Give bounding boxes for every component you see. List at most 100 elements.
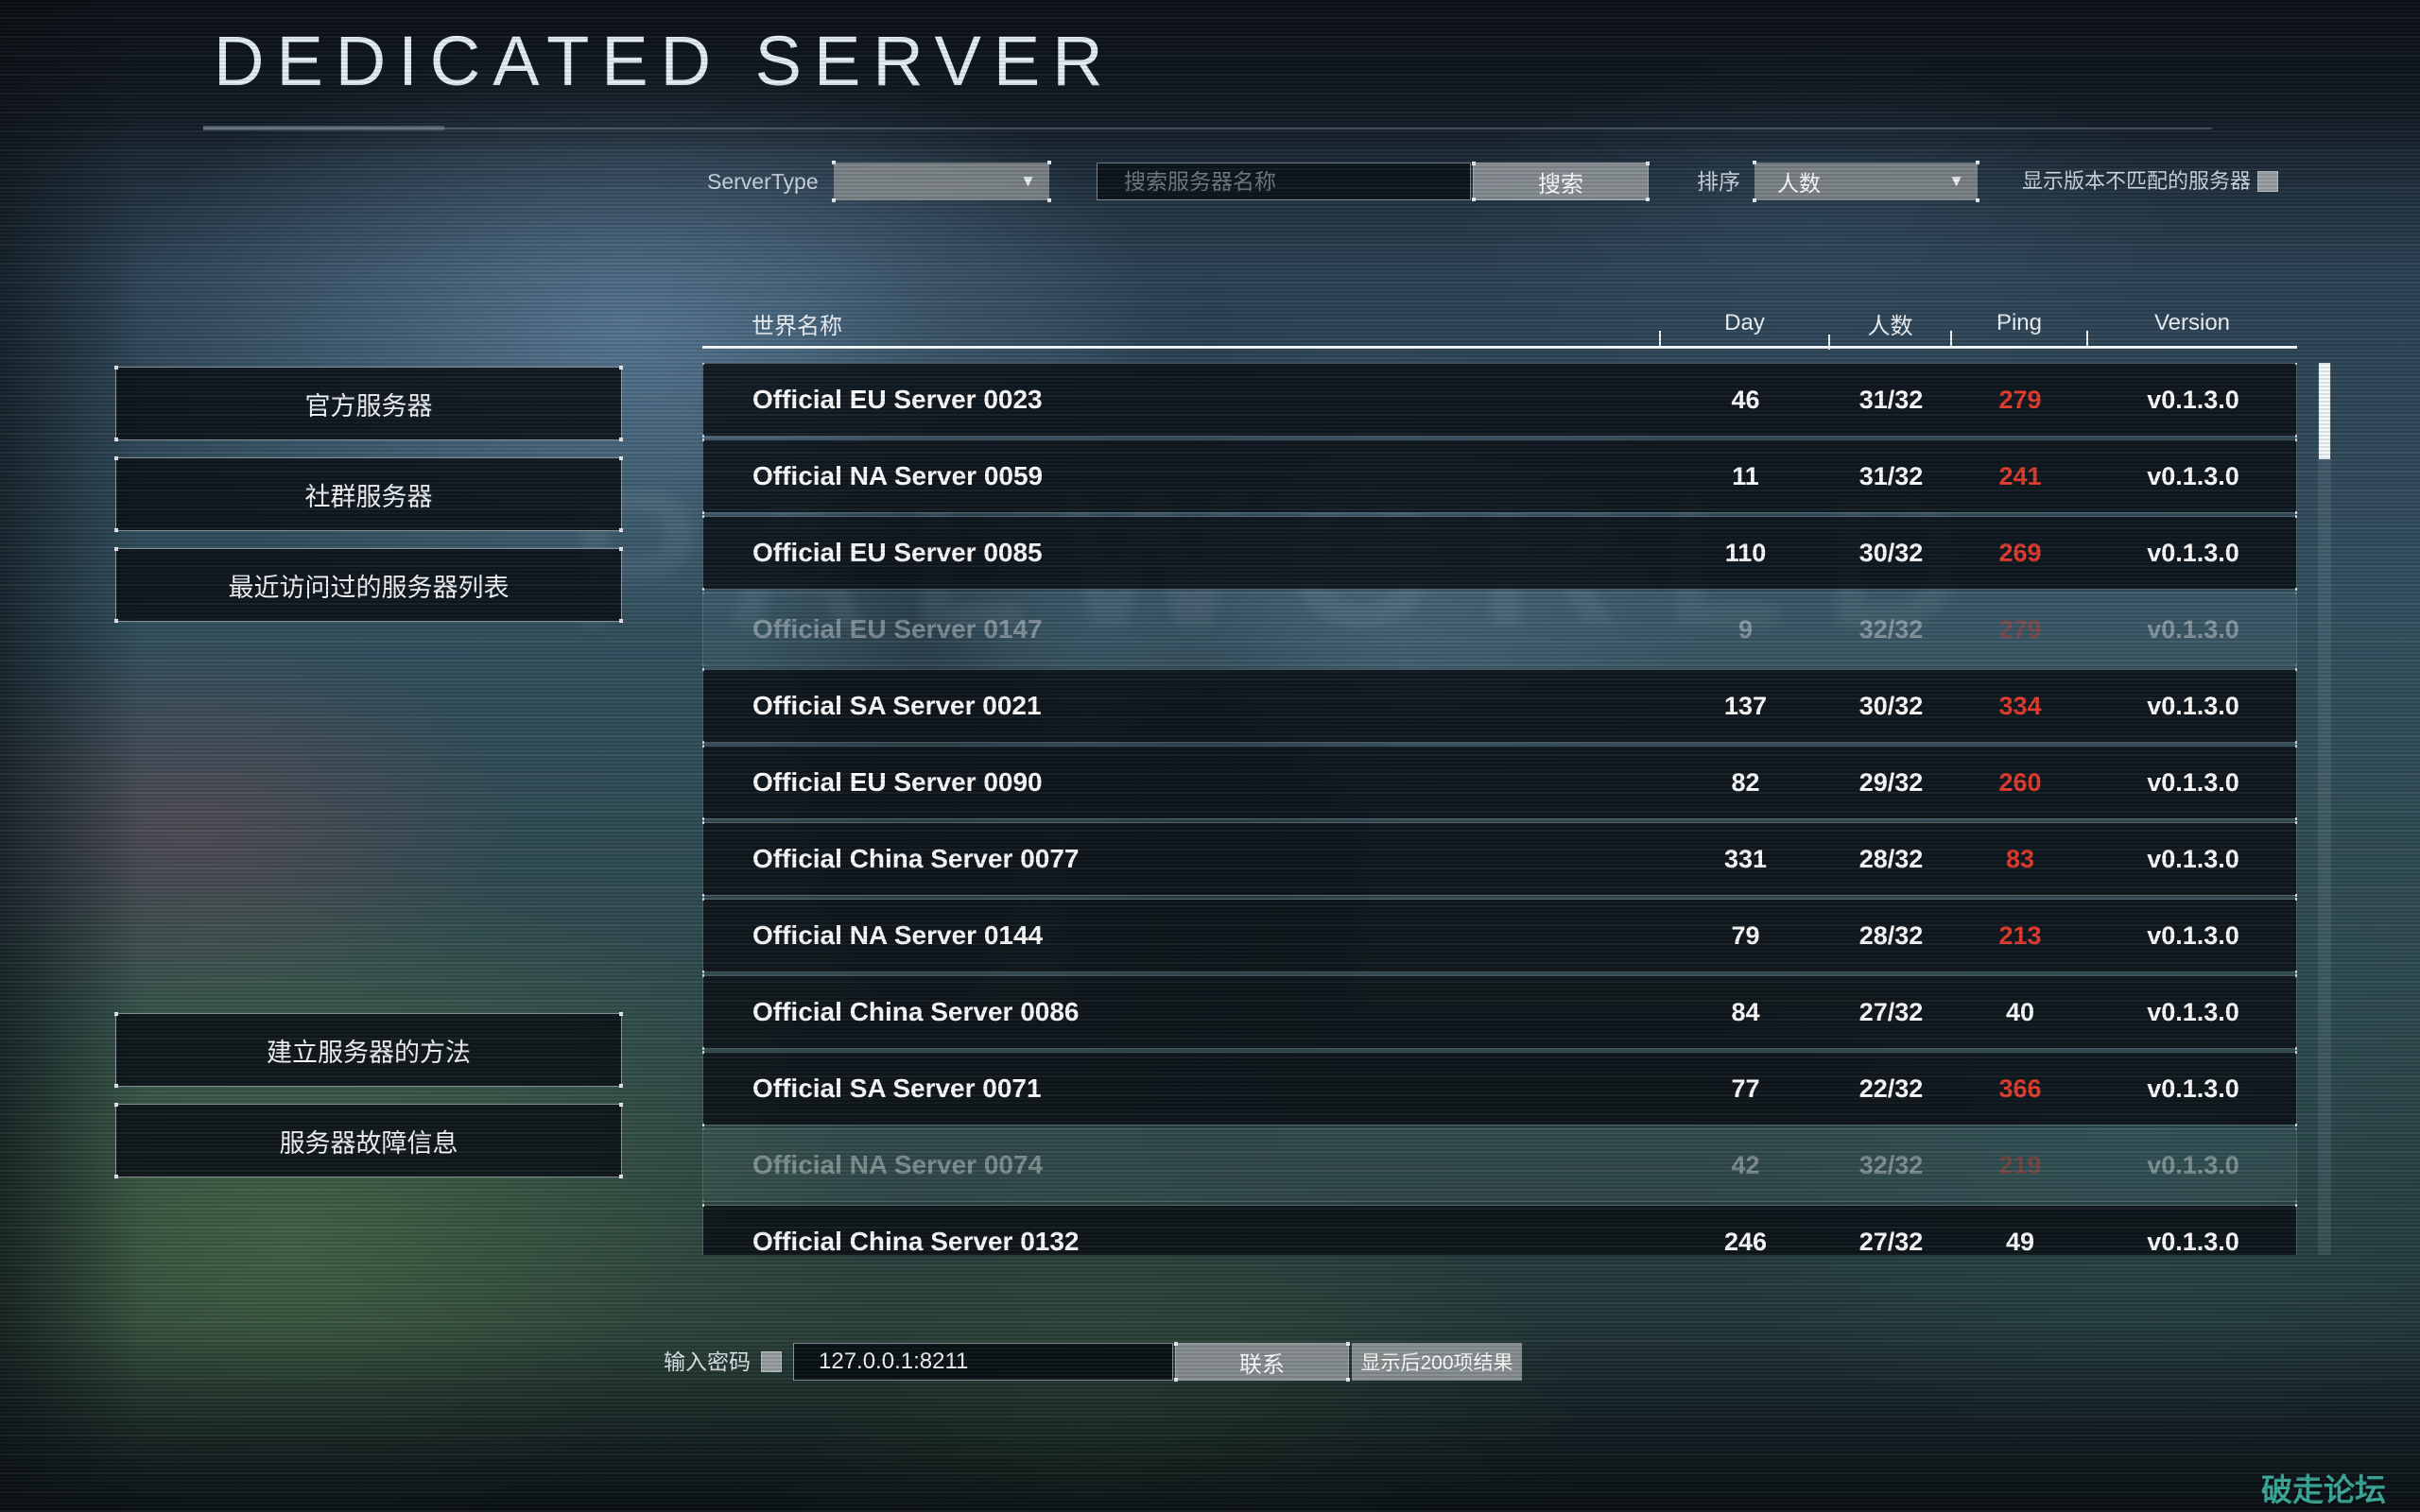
sort-label: 排序 [1697, 169, 1740, 194]
password-checkbox[interactable] [761, 1351, 782, 1372]
server-name: Official China Server 0077 [752, 844, 1080, 873]
server-day: 77 [1731, 1074, 1760, 1103]
server-row[interactable]: Official NA Server 0074 42 32/32 219 v0.… [702, 1127, 2297, 1203]
site-watermark: 破走论坛 [2261, 1472, 2386, 1507]
server-name: Official EU Server 0023 [752, 385, 1043, 414]
sidebar-button[interactable]: 官方服务器 [114, 366, 623, 441]
server-ping: 219 [1998, 1150, 2042, 1179]
column-header: 世界名称 [752, 313, 842, 339]
server-name: Official SA Server 0021 [752, 691, 1042, 720]
server-version: v0.1.3.0 [2147, 691, 2239, 720]
server-list: Official EU Server 0023 46 31/32 279 v0.… [702, 363, 2297, 1255]
search-button[interactable]: 搜索 [1472, 162, 1650, 201]
server-players: 27/32 [1858, 1227, 1924, 1256]
column-header: 人数 [1828, 307, 1951, 350]
server-row[interactable]: Official China Server 0086 84 27/32 40 v… [702, 974, 2297, 1050]
server-players: 28/32 [1858, 844, 1924, 873]
server-day: 331 [1723, 844, 1768, 873]
server-row[interactable]: Official SA Server 0021 137 30/32 334 v0… [702, 668, 2297, 744]
server-players: 30/32 [1858, 691, 1924, 720]
background-left-shade [0, 0, 142, 1512]
server-table-header: 世界名称 Day 人数 Ping Version [702, 301, 2297, 350]
server-players: 31/32 [1858, 385, 1924, 414]
server-row[interactable]: Official EU Server 0085 110 30/32 269 v0… [702, 515, 2297, 591]
server-players: 29/32 [1858, 767, 1924, 797]
server-name: Official NA Server 0059 [752, 461, 1044, 490]
server-row[interactable]: Official EU Server 0023 46 31/32 279 v0.… [702, 363, 2297, 438]
server-name: Official SA Server 0071 [752, 1074, 1042, 1103]
scrollbar-thumb[interactable] [2319, 363, 2330, 459]
sidebar-button[interactable]: 服务器故障信息 [114, 1103, 623, 1178]
server-version: v0.1.3.0 [2147, 461, 2239, 490]
server-row[interactable]: Official China Server 0077 331 28/32 83 … [702, 821, 2297, 897]
server-version: v0.1.3.0 [2147, 767, 2239, 797]
title-underline-accent [203, 126, 444, 130]
server-row[interactable]: Official NA Server 0144 79 28/32 213 v0.… [702, 898, 2297, 973]
server-day: 110 [1724, 538, 1767, 567]
column-header: Version [2086, 310, 2297, 346]
server-ping: 83 [2005, 844, 2035, 873]
server-players: 27/32 [1858, 997, 1924, 1026]
page-title: DEDICATED SERVER [214, 22, 1115, 100]
server-day: 11 [1732, 461, 1759, 490]
sidebar-bottom-group: 建立服务器的方法 服务器故障信息 [114, 1012, 623, 1178]
server-ping: 334 [1998, 691, 2042, 720]
server-version: v0.1.3.0 [2147, 1074, 2239, 1103]
server-day: 84 [1731, 997, 1760, 1026]
server-name: Official EU Server 0147 [752, 614, 1043, 644]
server-row[interactable]: Official SA Server 0071 77 22/32 366 v0.… [702, 1051, 2297, 1126]
scrollbar-track[interactable] [2318, 363, 2331, 1255]
password-label: 输入密码 [664, 1349, 751, 1374]
server-players: 30/32 [1858, 538, 1924, 567]
caret-down-icon: ▼ [1020, 172, 1036, 190]
server-ping: 213 [1998, 920, 2042, 950]
server-day: 137 [1723, 691, 1768, 720]
caret-down-icon: ▼ [1948, 172, 1964, 190]
sort-value: 人数 [1777, 171, 1821, 196]
server-day: 9 [1737, 614, 1754, 644]
server-day: 42 [1731, 1150, 1760, 1179]
server-players: 32/32 [1858, 614, 1924, 644]
show-mismatch-label: 显示版本不匹配的服务器 [2022, 169, 2252, 193]
server-ping: 260 [1998, 767, 2042, 797]
server-day: 79 [1731, 920, 1760, 950]
server-ping: 40 [2005, 997, 2035, 1026]
server-version: v0.1.3.0 [2147, 920, 2239, 950]
results-count-button[interactable]: 显示后200项结果 [1352, 1343, 1522, 1381]
server-ping: 366 [1998, 1074, 2042, 1103]
server-name: Official NA Server 0144 [752, 920, 1044, 950]
server-type-dropdown[interactable]: ▼ [832, 161, 1051, 202]
column-header: Day [1659, 310, 1829, 346]
server-ping: 269 [1998, 538, 2042, 567]
server-players: 22/32 [1858, 1074, 1924, 1103]
server-version: v0.1.3.0 [2147, 1227, 2239, 1256]
server-version: v0.1.3.0 [2147, 385, 2239, 414]
server-players: 31/32 [1858, 461, 1924, 490]
server-players: 28/32 [1858, 920, 1924, 950]
sort-dropdown[interactable]: 人数 ▼ [1753, 161, 1979, 202]
server-version: v0.1.3.0 [2147, 997, 2239, 1026]
server-row[interactable]: Official NA Server 0059 11 31/32 241 v0.… [702, 438, 2297, 514]
sidebar-button[interactable]: 建立服务器的方法 [114, 1012, 623, 1088]
sidebar-button[interactable]: 最近访问过的服务器列表 [114, 547, 623, 623]
server-row[interactable]: Official EU Server 0090 82 29/32 260 v0.… [702, 745, 2297, 820]
server-day: 246 [1723, 1227, 1768, 1256]
address-input[interactable] [793, 1343, 1173, 1381]
server-name: Official EU Server 0085 [752, 538, 1043, 567]
connect-button[interactable]: 联系 [1174, 1342, 1350, 1382]
server-name: Official NA Server 0074 [752, 1150, 1044, 1179]
search-input[interactable] [1097, 163, 1471, 200]
server-name: Official China Server 0132 [752, 1227, 1080, 1255]
server-row[interactable]: Official China Server 0132 246 27/32 49 … [702, 1204, 2297, 1256]
server-day: 82 [1731, 767, 1760, 797]
sidebar-button[interactable]: 社群服务器 [114, 456, 623, 532]
server-ping: 49 [2005, 1227, 2035, 1256]
server-day: 46 [1731, 385, 1760, 414]
server-version: v0.1.3.0 [2147, 1150, 2239, 1179]
server-row[interactable]: Official EU Server 0147 9 32/32 279 v0.1… [702, 592, 2297, 667]
server-name: Official EU Server 0090 [752, 767, 1043, 797]
server-ping: 279 [1998, 385, 2042, 414]
server-version: v0.1.3.0 [2147, 614, 2239, 644]
show-mismatch-checkbox[interactable] [2257, 171, 2278, 192]
